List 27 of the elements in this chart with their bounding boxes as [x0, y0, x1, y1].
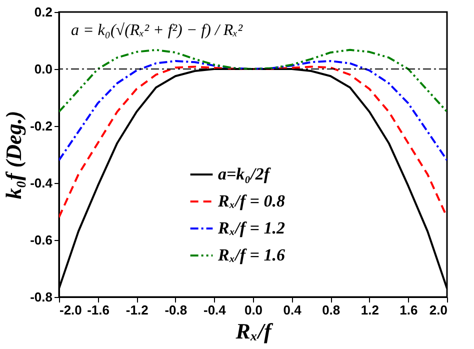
x-tick-label: -0.8	[164, 302, 188, 318]
legend-label: Rₓ/f = 1.2	[217, 218, 286, 238]
x-tick-label: 2.0	[429, 302, 448, 318]
x-tick-label: -1.6	[87, 302, 110, 318]
x-tick-label: 0.4	[283, 302, 302, 318]
y-axis-title: k₀f (Deg.)	[1, 110, 26, 200]
annotation: a = k₀(√(Rₓ² + f²) − f) / Rₓ²	[71, 22, 244, 39]
line-series	[59, 66, 447, 218]
x-tick-label: -2.0	[60, 302, 82, 318]
y-tick-label: 0.0	[34, 62, 52, 76]
legend-label: Rₓ/f = 0.8	[217, 192, 286, 210]
y-tick-label: -0.8	[30, 290, 52, 304]
y-tick-label: 0.2	[34, 4, 52, 20]
y-tick-label: -0.4	[30, 176, 54, 190]
line-series	[59, 60, 447, 162]
x-tick-label: 1.2	[360, 302, 379, 318]
y-tick-label: -0.2	[30, 118, 52, 134]
x-tick-label: 0.0	[244, 302, 263, 318]
y-tick-label: -0.6	[30, 232, 52, 248]
legend-label: a=k₀/2f	[218, 164, 272, 184]
x-tick-label: -1.2	[126, 302, 148, 318]
line-series	[59, 48, 447, 113]
x-tick-label: 0.8	[322, 302, 340, 318]
legend-label: Rₓ/f = 1.6	[217, 246, 286, 264]
x-tick-label: 1.6	[400, 302, 418, 318]
x-axis-title: Rₓ/f	[234, 318, 274, 344]
x-tick-label: -0.4	[203, 302, 227, 318]
